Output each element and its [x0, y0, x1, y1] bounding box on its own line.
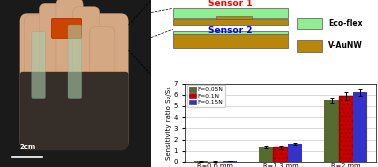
- Legend: F=0.05N, F=0.1N, F=0.15N: F=0.05N, F=0.1N, F=0.15N: [187, 85, 225, 107]
- Bar: [288, 144, 302, 162]
- FancyBboxPatch shape: [39, 3, 67, 104]
- Bar: [173, 31, 288, 34]
- Bar: [173, 19, 288, 25]
- Bar: [194, 161, 208, 162]
- Bar: [297, 18, 322, 29]
- FancyBboxPatch shape: [24, 15, 51, 104]
- Text: Eco-flex: Eco-flex: [328, 19, 363, 28]
- FancyBboxPatch shape: [20, 72, 129, 162]
- Text: Sensor 2: Sensor 2: [208, 26, 253, 35]
- Bar: [223, 161, 237, 162]
- Bar: [173, 8, 288, 18]
- Bar: [324, 100, 339, 162]
- Bar: [173, 33, 288, 48]
- FancyBboxPatch shape: [51, 18, 82, 38]
- FancyBboxPatch shape: [56, 0, 83, 104]
- Bar: [339, 96, 353, 162]
- Bar: [259, 147, 274, 162]
- Bar: [216, 16, 252, 19]
- FancyBboxPatch shape: [32, 32, 45, 99]
- Bar: [353, 93, 367, 162]
- FancyBboxPatch shape: [68, 25, 82, 99]
- Text: V-AuNW: V-AuNW: [328, 41, 363, 50]
- Text: Sensor 1: Sensor 1: [208, 0, 253, 8]
- FancyBboxPatch shape: [73, 7, 100, 104]
- Bar: [297, 40, 322, 52]
- Bar: [274, 147, 288, 162]
- Text: 2cm: 2cm: [19, 144, 35, 150]
- FancyBboxPatch shape: [89, 27, 115, 104]
- Y-axis label: Sensitivity ratio S₂/S₁: Sensitivity ratio S₂/S₁: [166, 86, 172, 160]
- FancyBboxPatch shape: [20, 13, 129, 150]
- Bar: [208, 161, 223, 162]
